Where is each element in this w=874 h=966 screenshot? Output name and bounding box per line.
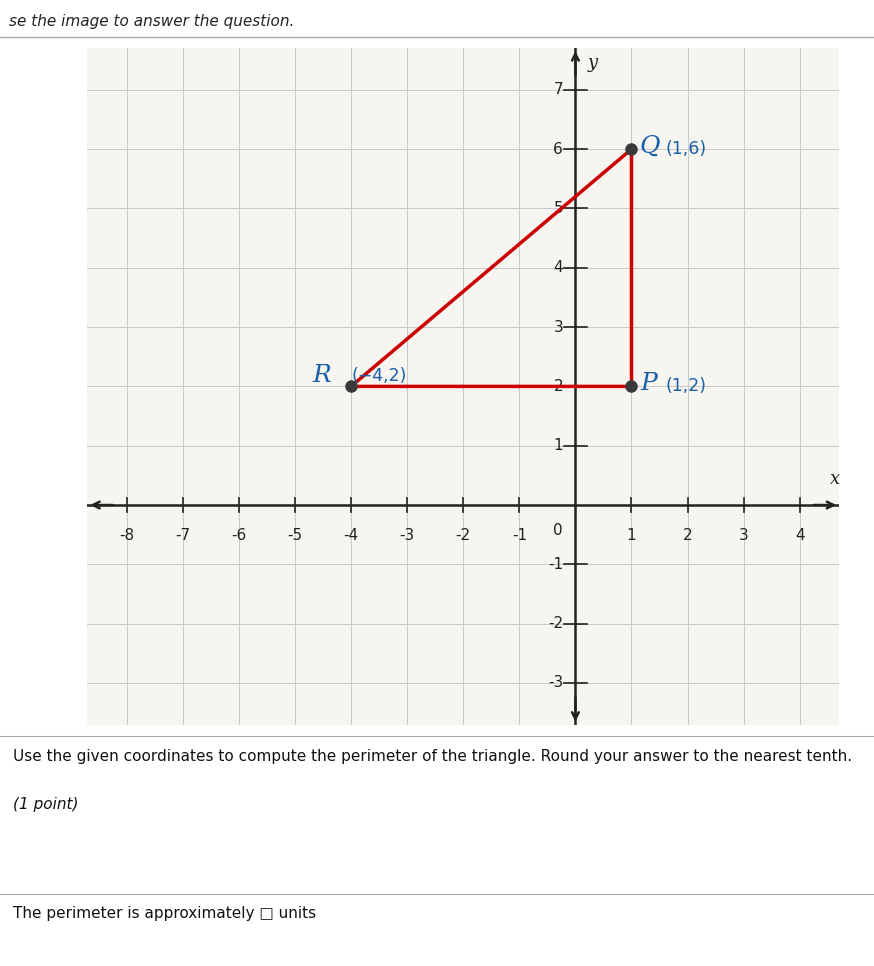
Text: 4: 4 [795, 527, 805, 543]
Text: 3: 3 [739, 527, 748, 543]
Text: -6: -6 [232, 527, 246, 543]
Text: 2: 2 [683, 527, 692, 543]
Text: (1,6): (1,6) [665, 140, 706, 158]
Text: Use the given coordinates to compute the perimeter of the triangle. Round your a: Use the given coordinates to compute the… [13, 749, 852, 764]
Text: -2: -2 [455, 527, 471, 543]
Text: se the image to answer the question.: se the image to answer the question. [9, 14, 295, 30]
Text: -1: -1 [548, 556, 563, 572]
Text: (1,2): (1,2) [665, 378, 706, 395]
Text: -8: -8 [119, 527, 135, 543]
Text: -1: -1 [512, 527, 527, 543]
Text: 7: 7 [553, 82, 563, 98]
Text: -5: -5 [288, 527, 302, 543]
Text: -3: -3 [548, 675, 563, 691]
Text: (−4,2): (−4,2) [351, 367, 406, 384]
Text: 5: 5 [553, 201, 563, 216]
Text: R: R [313, 364, 331, 387]
Text: -4: -4 [343, 527, 358, 543]
Text: x: x [829, 470, 840, 489]
Text: 1: 1 [627, 527, 636, 543]
Text: The perimeter is approximately □ units: The perimeter is approximately □ units [13, 906, 316, 922]
Text: 4: 4 [553, 260, 563, 275]
Text: 6: 6 [553, 142, 563, 156]
Text: 0: 0 [553, 523, 563, 538]
Text: 1: 1 [553, 439, 563, 453]
Text: 2: 2 [553, 379, 563, 394]
Text: y: y [587, 54, 598, 72]
Text: -7: -7 [175, 527, 191, 543]
Text: P: P [640, 372, 656, 395]
Text: -3: -3 [399, 527, 415, 543]
Text: Q: Q [640, 134, 661, 157]
Text: 3: 3 [553, 320, 563, 334]
Text: (1 point): (1 point) [13, 797, 79, 812]
Text: -2: -2 [548, 616, 563, 631]
